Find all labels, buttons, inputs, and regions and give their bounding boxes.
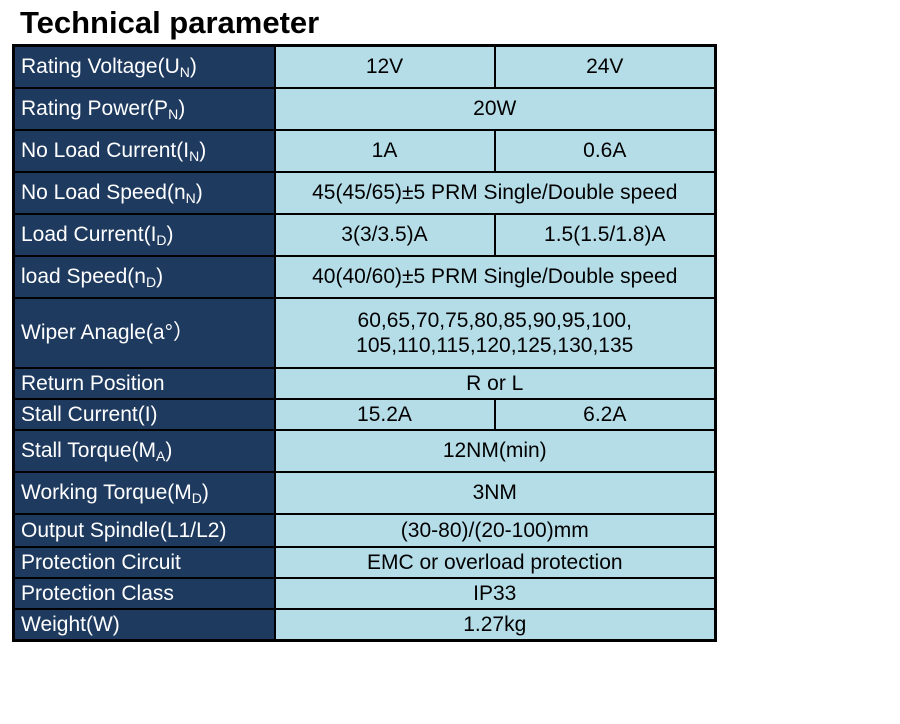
row-label-working-torque: Working Torque(MD) bbox=[12, 470, 276, 515]
value-cell: 0.6A bbox=[493, 128, 717, 173]
table-row: Output Spindle(L1/L2) (30-80)/(20-100)mm bbox=[12, 512, 717, 548]
table-row: Rating Power(PN) 20W bbox=[12, 86, 717, 131]
value-cell: IP33 bbox=[273, 576, 717, 610]
value-line: 60,65,70,75,80,85,90,95,100, bbox=[357, 308, 632, 332]
value-cell: 45(45/65)±5 PRM Single/Double speed bbox=[273, 170, 717, 215]
table-row: Return Position R or L bbox=[12, 366, 717, 400]
row-label-rating-voltage: Rating Voltage(UN) bbox=[12, 44, 276, 89]
row-label-output-spindle: Output Spindle(L1/L2) bbox=[12, 512, 276, 548]
value-cell: 15.2A bbox=[273, 397, 496, 431]
row-label-stall-torque: Stall Torque(MA) bbox=[12, 428, 276, 473]
row-label-wiper-angle: Wiper Anagle(a°） bbox=[12, 296, 276, 369]
row-label-protection-class: Protection Class bbox=[12, 576, 276, 610]
value-cell: (30-80)/(20-100)mm bbox=[273, 512, 717, 548]
row-label-no-load-current: No Load Current(IN) bbox=[12, 128, 276, 173]
value-cell: 60,65,70,75,80,85,90,95,100, 105,110,115… bbox=[273, 296, 717, 369]
table-row: Load Current(ID) 3(3/3.5)A 1.5(1.5/1.8)A bbox=[12, 212, 717, 257]
value-cell: 1.5(1.5/1.8)A bbox=[493, 212, 717, 257]
row-label-stall-current: Stall Current(I) bbox=[12, 397, 276, 431]
value-cell: 6.2A bbox=[493, 397, 717, 431]
value-cell: 12V bbox=[273, 44, 496, 89]
row-label-load-speed: load Speed(nD) bbox=[12, 254, 276, 299]
value-line: 105,110,115,120,125,130,135 bbox=[356, 333, 634, 357]
row-label-return-position: Return Position bbox=[12, 366, 276, 400]
table-row: Working Torque(MD) 3NM bbox=[12, 470, 717, 515]
table-row: No Load Current(IN) 1A 0.6A bbox=[12, 128, 717, 173]
row-label-protection-circuit: Protection Circuit bbox=[12, 545, 276, 579]
row-label-load-current: Load Current(ID) bbox=[12, 212, 276, 257]
value-cell: 3(3/3.5)A bbox=[273, 212, 496, 257]
row-label-weight: Weight(W) bbox=[12, 607, 276, 642]
table-row: load Speed(nD) 40(40/60)±5 PRM Single/Do… bbox=[12, 254, 717, 299]
table-row: Protection Circuit EMC or overload prote… bbox=[12, 545, 717, 579]
value-cell: 24V bbox=[493, 44, 717, 89]
value-cell: 1.27kg bbox=[273, 607, 717, 642]
table-row: Wiper Anagle(a°） 60,65,70,75,80,85,90,95… bbox=[12, 296, 717, 369]
value-cell: 1A bbox=[273, 128, 496, 173]
value-cell: 12NM(min) bbox=[273, 428, 717, 473]
table-row: Protection Class IP33 bbox=[12, 576, 717, 610]
page-title: Technical parameter bbox=[20, 5, 320, 40]
table-row: No Load Speed(nN) 45(45/65)±5 PRM Single… bbox=[12, 170, 717, 215]
table-row: Stall Current(I) 15.2A 6.2A bbox=[12, 397, 717, 431]
table-row: Stall Torque(MA) 12NM(min) bbox=[12, 428, 717, 473]
row-label-rating-power: Rating Power(PN) bbox=[12, 86, 276, 131]
table-row: Rating Voltage(UN) 12V 24V bbox=[12, 44, 717, 89]
row-label-no-load-speed: No Load Speed(nN) bbox=[12, 170, 276, 215]
value-cell: R or L bbox=[273, 366, 717, 400]
value-cell: EMC or overload protection bbox=[273, 545, 717, 579]
value-cell: 3NM bbox=[273, 470, 717, 515]
value-cell: 40(40/60)±5 PRM Single/Double speed bbox=[273, 254, 717, 299]
value-cell: 20W bbox=[273, 86, 717, 131]
table-row: Weight(W) 1.27kg bbox=[12, 607, 717, 642]
technical-parameter-table: Rating Voltage(UN) 12V 24V Rating Power(… bbox=[12, 44, 717, 642]
